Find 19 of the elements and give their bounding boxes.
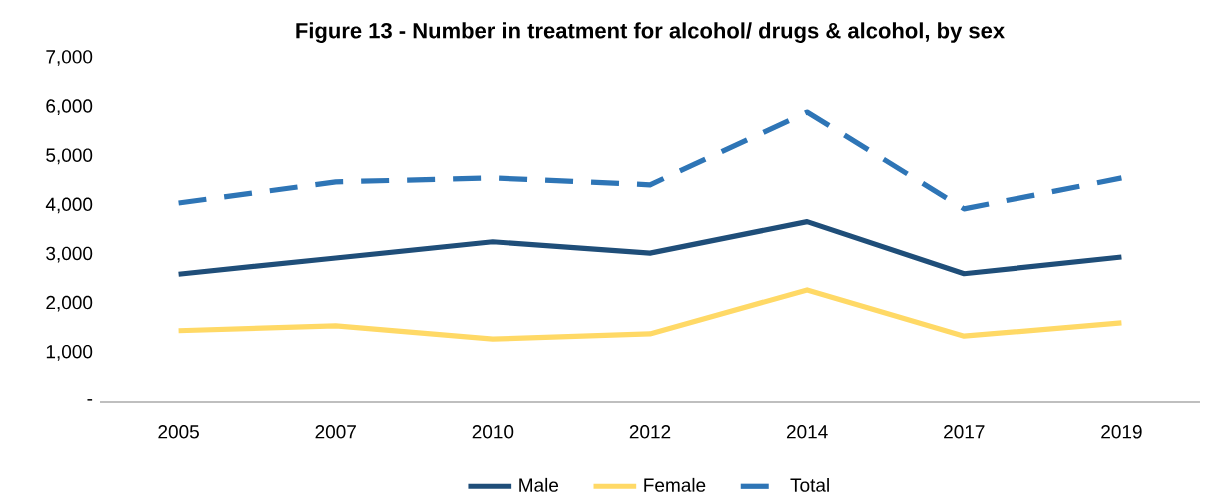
x-tick-label: 2014 — [786, 425, 828, 439]
legend-label: Male — [519, 477, 559, 492]
legend-label: Total — [790, 477, 829, 492]
y-tick-label: 3,000 — [46, 246, 93, 263]
x-tick-label: 2010 — [472, 425, 514, 439]
y-tick-label: 6,000 — [46, 99, 93, 115]
x-tick-label: 2007 — [315, 425, 356, 439]
y-tick-label: 1,000 — [46, 344, 93, 361]
chart-title: Figure 13 - Number in treatment for alcohol/ drugs & alcohol, by sex — [296, 22, 1005, 43]
legend-label: Female — [644, 477, 706, 492]
y-tick-label: 4,000 — [45, 197, 93, 214]
y-tick-label: - — [87, 399, 93, 401]
x-tick-label: 2019 — [1101, 425, 1142, 439]
y-tick-label: 7,000 — [46, 50, 93, 66]
x-tick-label: 2005 — [158, 425, 199, 439]
x-tick-label: 2017 — [944, 425, 985, 439]
x-tick-label: 2012 — [629, 425, 671, 439]
y-tick-label: 2,000 — [46, 295, 93, 312]
y-tick-label: 5,000 — [46, 148, 93, 165]
